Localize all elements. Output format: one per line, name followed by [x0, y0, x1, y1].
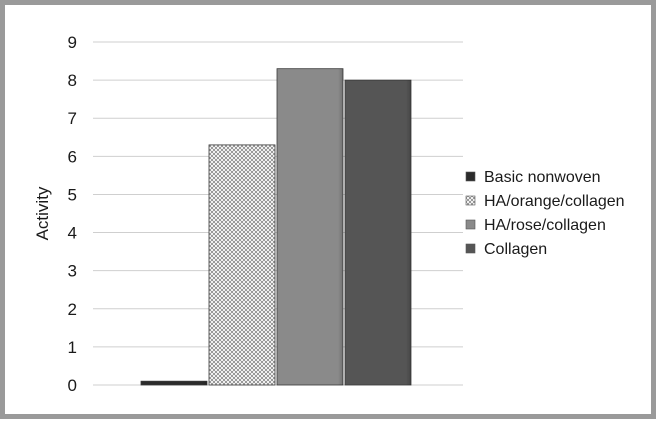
y-tick-label: 7 [68, 109, 77, 128]
bar-basic-nonwoven [140, 380, 208, 386]
legend-swatch [465, 195, 476, 206]
bar-shade [406, 80, 411, 385]
legend: Basic nonwoven HA/orange/collagen HA/rose/… [465, 169, 625, 258]
y-axis-title: Activity [33, 186, 52, 240]
bars [140, 68, 412, 386]
y-tick-label: 4 [68, 224, 77, 243]
legend-label: Collagen [484, 241, 547, 258]
y-tick-label: 3 [68, 262, 77, 281]
legend-label: HA/orange/collagen [484, 193, 625, 210]
y-tick-label: 6 [68, 147, 77, 166]
bar-shade [202, 381, 207, 385]
legend-label: Basic nonwoven [484, 169, 601, 186]
bar-ha-orange-collagen [208, 144, 276, 386]
y-tick-label: 2 [68, 300, 77, 319]
legend-swatch [465, 171, 476, 182]
y-tick-label: 0 [68, 376, 77, 395]
bar-shade [338, 68, 343, 385]
y-tick-label: 1 [68, 338, 77, 357]
y-tick-label: 8 [68, 71, 77, 90]
bar-collagen [344, 79, 412, 386]
y-tick-label: 9 [68, 33, 77, 52]
legend-swatch [465, 243, 476, 254]
legend-label: HA/rose/collagen [484, 217, 606, 234]
legend-swatch [465, 219, 476, 230]
y-axis-ticks: 0 1 2 3 4 5 6 7 8 9 [68, 33, 77, 395]
bar-chart: 0 1 2 3 4 5 6 7 8 9 Basic nonwoven HA/orange/colla… [33, 33, 625, 395]
y-tick-label: 5 [68, 185, 77, 204]
bar-ha-rose-collagen [276, 68, 344, 386]
